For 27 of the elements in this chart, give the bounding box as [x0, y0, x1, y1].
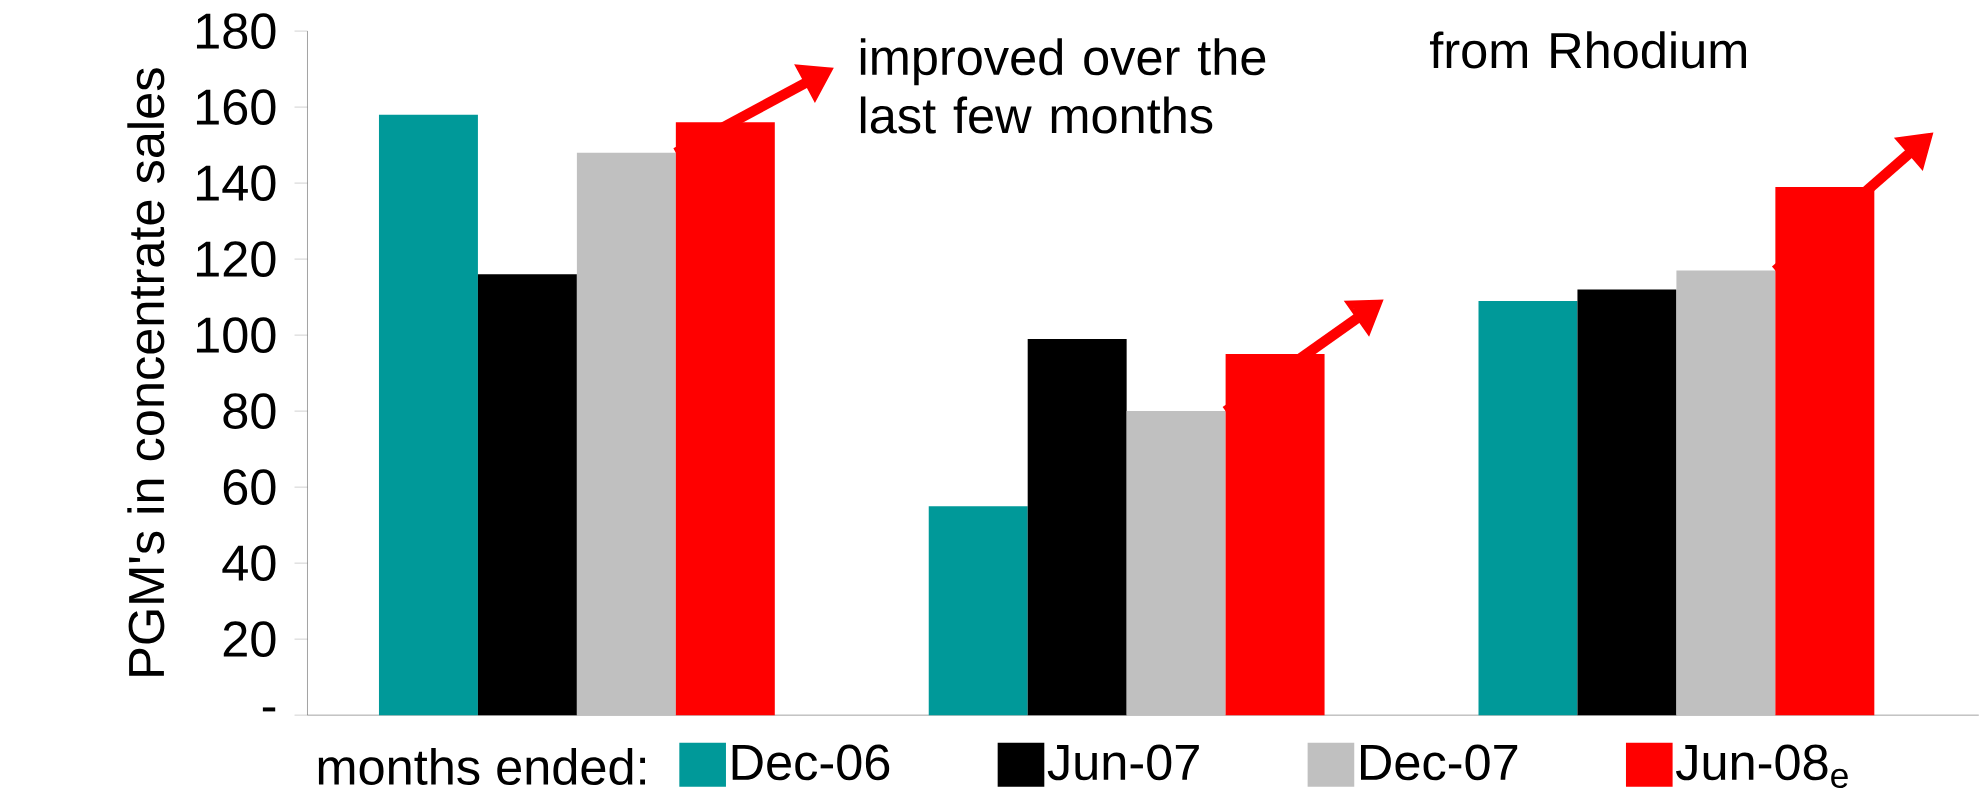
bar	[378, 114, 478, 716]
y-tick-label: 180	[196, 13, 276, 50]
bar	[1577, 289, 1677, 716]
bar	[928, 506, 1028, 716]
legend-label: Dec-06	[732, 744, 890, 781]
bar	[1126, 411, 1226, 716]
bar	[1027, 339, 1127, 716]
y-tick-label: 160	[196, 89, 276, 126]
annotation: improved over the last few months	[860, 38, 1266, 134]
legend-label: Jun-08$_{e}$	[1675, 744, 1848, 789]
annotation: from Rhodium	[1429, 31, 1746, 69]
y-tick-label: 80	[223, 393, 276, 430]
bar	[477, 274, 577, 716]
y-tick-label: 100	[196, 317, 276, 354]
legend-title: months ended:	[318, 748, 646, 786]
y-tick-label: -	[262, 707, 276, 712]
bar	[1676, 270, 1776, 716]
bar	[1478, 301, 1578, 716]
legend-label: Jun-07	[1047, 744, 1199, 781]
legend-label: Dec-07	[1361, 744, 1518, 781]
y-tick-label: 40	[222, 545, 276, 582]
y-tick-label: 140	[196, 165, 276, 202]
y-tick-label: 120	[196, 241, 276, 278]
y-tick-label: 60	[223, 469, 276, 506]
y-tick-label: 20	[223, 621, 276, 658]
bar	[576, 152, 676, 716]
y-axis-title: PGM's in concentrate sales	[127, 68, 165, 676]
